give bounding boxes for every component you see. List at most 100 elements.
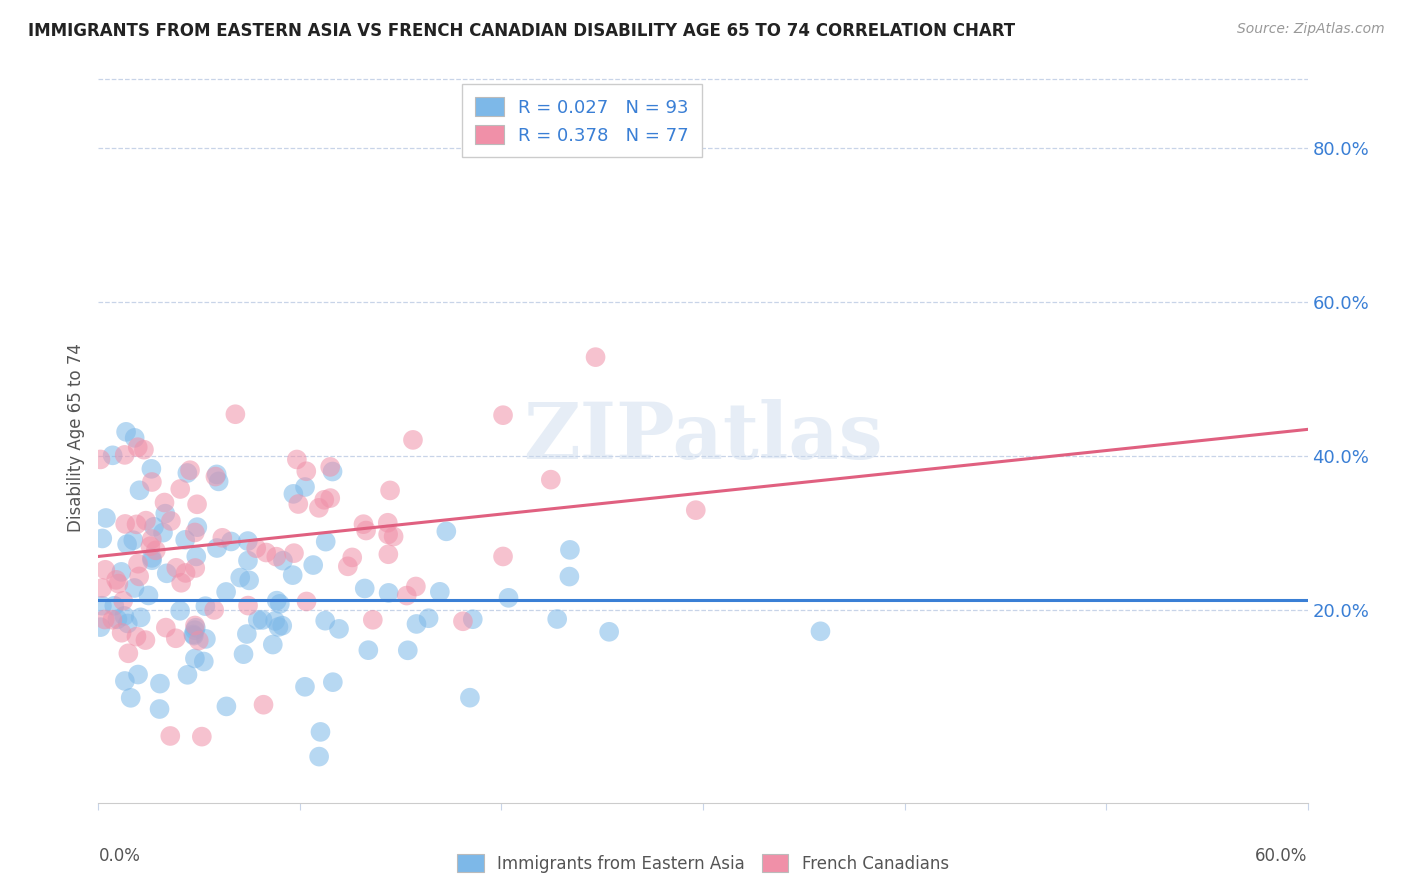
- Point: [685, 503, 707, 517]
- Point: [402, 433, 425, 447]
- Point: [269, 597, 291, 611]
- Point: [101, 448, 124, 462]
- Point: [184, 651, 207, 665]
- Point: [271, 554, 294, 568]
- Point: [141, 532, 163, 546]
- Point: [215, 585, 238, 599]
- Point: [224, 407, 246, 421]
- Point: [315, 534, 337, 549]
- Point: [353, 517, 375, 532]
- Point: [91, 532, 114, 546]
- Point: [353, 582, 375, 596]
- Point: [127, 557, 149, 571]
- Point: [107, 576, 129, 591]
- Point: [170, 575, 193, 590]
- Point: [377, 586, 399, 600]
- Point: [558, 542, 581, 557]
- Point: [148, 702, 170, 716]
- Point: [134, 633, 156, 648]
- Point: [94, 511, 117, 525]
- Point: [145, 543, 167, 558]
- Point: [141, 475, 163, 489]
- Point: [112, 594, 135, 608]
- Point: [184, 561, 207, 575]
- Text: Source: ZipAtlas.com: Source: ZipAtlas.com: [1237, 22, 1385, 37]
- Point: [264, 614, 287, 628]
- Point: [183, 629, 205, 643]
- Point: [165, 561, 187, 575]
- Point: [598, 624, 620, 639]
- Point: [179, 463, 201, 477]
- Point: [405, 580, 427, 594]
- Point: [245, 541, 267, 556]
- Point: [810, 624, 832, 639]
- Point: [322, 675, 344, 690]
- Point: [294, 480, 316, 494]
- Point: [187, 633, 209, 648]
- Point: [194, 599, 217, 614]
- Legend: Immigrants from Eastern Asia, French Canadians: Immigrants from Eastern Asia, French Can…: [450, 847, 956, 880]
- Point: [271, 618, 294, 632]
- Point: [155, 621, 177, 635]
- Point: [308, 749, 330, 764]
- Point: [254, 545, 277, 559]
- Point: [165, 632, 187, 646]
- Point: [252, 698, 274, 712]
- Point: [112, 608, 135, 623]
- Point: [139, 539, 162, 553]
- Point: [110, 565, 132, 579]
- Point: [193, 655, 215, 669]
- Point: [135, 514, 157, 528]
- Point: [262, 638, 284, 652]
- Point: [176, 466, 198, 480]
- Point: [429, 584, 451, 599]
- Point: [322, 465, 344, 479]
- Point: [103, 599, 125, 613]
- Point: [377, 547, 399, 561]
- Point: [395, 589, 418, 603]
- Point: [215, 699, 238, 714]
- Point: [169, 482, 191, 496]
- Point: [540, 473, 562, 487]
- Y-axis label: Disability Age 65 to 74: Disability Age 65 to 74: [66, 343, 84, 532]
- Point: [458, 690, 481, 705]
- Point: [396, 643, 419, 657]
- Point: [174, 566, 197, 580]
- Point: [377, 527, 399, 541]
- Point: [302, 558, 325, 572]
- Point: [294, 680, 316, 694]
- Point: [159, 729, 181, 743]
- Point: [152, 525, 174, 540]
- Point: [91, 581, 114, 595]
- Point: [110, 625, 132, 640]
- Text: 0.0%: 0.0%: [98, 847, 141, 864]
- Point: [236, 627, 259, 641]
- Point: [202, 603, 225, 617]
- Point: [434, 524, 457, 539]
- Point: [378, 483, 401, 498]
- Point: [184, 624, 207, 638]
- Point: [461, 612, 484, 626]
- Point: [124, 581, 146, 595]
- Point: [155, 507, 177, 521]
- Point: [114, 673, 136, 688]
- Point: [129, 610, 152, 624]
- Point: [219, 534, 242, 549]
- Point: [238, 574, 260, 588]
- Point: [211, 531, 233, 545]
- Point: [181, 627, 204, 641]
- Text: IMMIGRANTS FROM EASTERN ASIA VS FRENCH CANADIAN DISABILITY AGE 65 TO 74 CORRELAT: IMMIGRANTS FROM EASTERN ASIA VS FRENCH C…: [28, 22, 1015, 40]
- Point: [128, 483, 150, 498]
- Point: [141, 553, 163, 567]
- Point: [451, 614, 474, 628]
- Point: [236, 599, 259, 613]
- Point: [184, 621, 207, 635]
- Point: [176, 668, 198, 682]
- Point: [252, 613, 274, 627]
- Point: [287, 497, 309, 511]
- Point: [295, 464, 318, 478]
- Point: [354, 524, 377, 538]
- Point: [264, 549, 287, 564]
- Point: [319, 459, 342, 474]
- Point: [492, 549, 515, 564]
